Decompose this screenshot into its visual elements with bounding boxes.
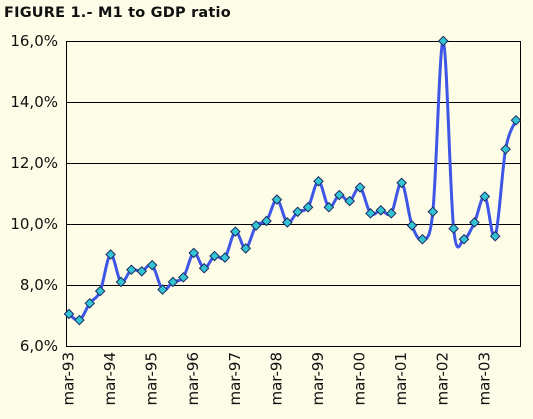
data-point-marker bbox=[209, 250, 220, 262]
data-point-marker bbox=[219, 252, 231, 263]
y-tick-label: 12,0% bbox=[10, 154, 58, 172]
data-point-marker bbox=[157, 284, 168, 295]
x-tick-label: mar-93 bbox=[60, 352, 78, 406]
data-point-marker bbox=[385, 208, 397, 219]
data-point-marker bbox=[333, 189, 345, 201]
x-tick-label: mar-02 bbox=[434, 352, 452, 406]
x-tick-label: mar-95 bbox=[143, 352, 161, 406]
data-point-marker bbox=[375, 204, 387, 216]
series-line bbox=[67, 39, 518, 322]
data-point-marker bbox=[354, 182, 366, 193]
x-tick-label: mar-99 bbox=[309, 352, 327, 406]
data-point-marker bbox=[437, 35, 449, 47]
data-point-marker bbox=[323, 201, 335, 213]
data-point-marker bbox=[427, 206, 439, 218]
data-point-marker bbox=[396, 177, 407, 189]
data-point-marker bbox=[469, 217, 480, 228]
data-point-marker bbox=[126, 264, 137, 276]
chart-title: FIGURE 1.- M1 to GDP ratio bbox=[4, 5, 231, 21]
data-point-marker bbox=[261, 215, 272, 227]
data-point-marker bbox=[167, 276, 179, 288]
axes bbox=[66, 41, 521, 347]
gridlines bbox=[66, 41, 520, 286]
data-point-marker bbox=[74, 314, 85, 326]
data-point-marker bbox=[105, 249, 116, 260]
data-point-marker bbox=[136, 265, 148, 277]
data-point-marker bbox=[489, 230, 501, 242]
series-m1-gdp bbox=[67, 39, 518, 322]
y-axis-tick-labels: 6,0% 8,0% 10,0% 12,0% 14,0% 16,0% bbox=[10, 32, 58, 355]
y-tick-label: 16,0% bbox=[10, 32, 58, 50]
x-tick-label: mar-00 bbox=[351, 352, 369, 406]
x-tick-label: mar-03 bbox=[475, 352, 493, 406]
data-point-marker bbox=[178, 272, 189, 283]
data-point-marker bbox=[94, 285, 106, 297]
data-point-marker bbox=[188, 247, 200, 259]
x-axis-tick-labels: mar-93 mar-94 mar-95 mar-96 mar-97 mar-98 mar-… bbox=[60, 352, 494, 406]
data-point-marker bbox=[63, 308, 75, 320]
y-tick-label: 6,0% bbox=[20, 337, 58, 355]
y-tick-label: 14,0% bbox=[10, 93, 58, 111]
x-tick-label: mar-94 bbox=[101, 352, 119, 406]
data-point-marker bbox=[344, 195, 355, 207]
data-point-marker bbox=[281, 217, 293, 228]
data-point-marker bbox=[271, 194, 283, 205]
data-point-marker bbox=[250, 220, 262, 231]
data-point-marker bbox=[417, 233, 428, 245]
data-point-marker bbox=[500, 143, 511, 155]
data-point-marker bbox=[313, 175, 324, 187]
data-point-marker bbox=[146, 259, 158, 271]
x-tick-label: mar-97 bbox=[226, 352, 244, 406]
x-tick-label: mar-01 bbox=[392, 352, 410, 406]
data-point-marker bbox=[510, 114, 522, 126]
y-tick-label: 10,0% bbox=[10, 215, 58, 233]
data-point-marker bbox=[458, 233, 470, 245]
data-point-marker bbox=[240, 243, 252, 254]
data-point-marker bbox=[479, 191, 491, 202]
y-tick-label: 8,0% bbox=[20, 276, 58, 294]
plot-frame bbox=[66, 41, 521, 347]
data-point-marker bbox=[84, 297, 96, 309]
data-point-marker bbox=[406, 220, 418, 231]
data-point-marker bbox=[198, 262, 210, 274]
data-point-marker bbox=[230, 226, 241, 237]
data-markers bbox=[63, 35, 522, 326]
data-point-marker bbox=[365, 208, 376, 219]
data-point-marker bbox=[448, 223, 459, 234]
data-point-marker bbox=[292, 206, 304, 218]
x-tick-label: mar-98 bbox=[267, 352, 285, 406]
data-point-marker bbox=[302, 201, 314, 213]
data-point-marker bbox=[115, 276, 127, 288]
x-tick-label: mar-96 bbox=[184, 352, 202, 406]
